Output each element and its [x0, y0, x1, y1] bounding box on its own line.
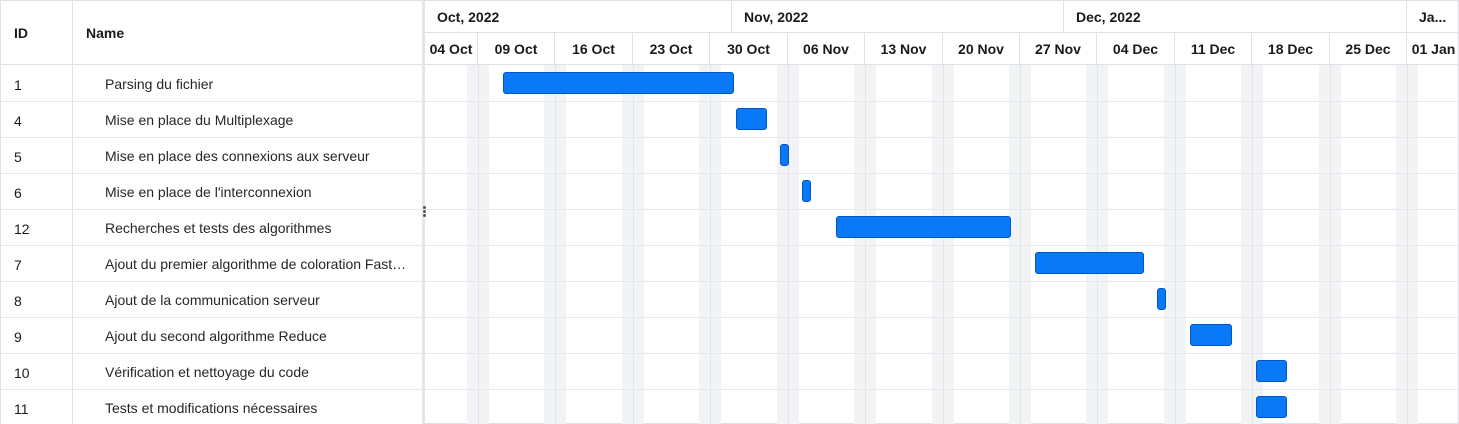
task-bar[interactable] — [1156, 288, 1166, 310]
task-name[interactable]: Mise en place de l'interconnexion — [105, 184, 312, 200]
month-cell: Oct, 2022 — [425, 1, 732, 33]
row-gridline — [425, 353, 1459, 354]
row-gridline — [425, 173, 1459, 174]
row-gridline — [425, 209, 1459, 210]
week-cell: 16 Oct — [555, 33, 633, 65]
week-gridline — [943, 65, 944, 424]
week-gridline — [478, 65, 479, 424]
task-id: 4 — [14, 113, 22, 129]
row-gridline — [425, 101, 1459, 102]
table-row[interactable]: 12 Recherches et tests des algorithmes — [1, 210, 422, 246]
column-header-name[interactable]: Name — [86, 25, 125, 41]
task-id: 12 — [14, 221, 30, 237]
week-cell: 25 Dec — [1330, 33, 1407, 65]
task-name[interactable]: Recherches et tests des algorithmes — [105, 220, 332, 236]
task-name[interactable]: Ajout du premier algorithme de coloratio… — [105, 256, 407, 272]
task-bar[interactable] — [835, 216, 1011, 238]
timeline: Oct, 2022 Nov, 2022 Dec, 2022 Ja... 04 O… — [425, 1, 1459, 424]
month-cell: Dec, 2022 — [1064, 1, 1407, 33]
week-cell: 09 Oct — [478, 33, 555, 65]
task-name[interactable]: Mise en place des connexions aux serveur — [105, 148, 370, 164]
table-row[interactable]: 6 Mise en place de l'interconnexion — [1, 174, 422, 210]
task-name[interactable]: Parsing du fichier — [105, 76, 214, 92]
week-cell: 13 Nov — [865, 33, 943, 65]
table-row[interactable]: 10 Vérification et nettoyage du code — [1, 354, 422, 390]
table-row[interactable]: 11 Tests et modifications nécessaires — [1, 390, 422, 424]
week-gridline — [1175, 65, 1176, 424]
timeline-month-header: Oct, 2022 Nov, 2022 Dec, 2022 Ja... — [425, 1, 1459, 33]
task-name[interactable]: Mise en place du Multiplexage — [105, 112, 294, 128]
week-cell: 04 Oct — [425, 33, 478, 65]
task-bar[interactable] — [1256, 396, 1288, 418]
week-cell: 20 Nov — [943, 33, 1020, 65]
column-divider — [72, 1, 73, 424]
table-row[interactable]: 8 Ajout de la communication serveur — [1, 282, 422, 318]
week-cell: 18 Dec — [1252, 33, 1330, 65]
row-gridline — [425, 317, 1459, 318]
week-gridline — [788, 65, 789, 424]
week-gridline — [1097, 65, 1098, 424]
task-name[interactable]: Vérification et nettoyage du code — [105, 364, 309, 380]
table-row[interactable]: 5 Mise en place des connexions aux serve… — [1, 138, 422, 174]
week-gridline — [1330, 65, 1331, 424]
week-gridline — [1252, 65, 1253, 424]
timeline-body[interactable] — [425, 65, 1459, 424]
row-gridline — [425, 245, 1459, 246]
week-gridline — [555, 65, 556, 424]
task-id: 5 — [14, 149, 22, 165]
week-gridline — [1407, 65, 1408, 424]
task-id: 11 — [14, 401, 29, 417]
week-gridline — [710, 65, 711, 424]
week-gridline — [633, 65, 634, 424]
task-id: 10 — [14, 365, 30, 381]
task-id: 6 — [14, 185, 22, 201]
week-cell: 30 Oct — [710, 33, 788, 65]
table-row[interactable]: 1 Parsing du fichier — [1, 66, 422, 102]
task-bar[interactable] — [1256, 360, 1288, 382]
task-bar[interactable] — [802, 180, 812, 202]
timeline-week-header: 04 Oct 09 Oct 16 Oct 23 Oct 30 Oct 06 No… — [425, 33, 1459, 65]
week-cell: 27 Nov — [1020, 33, 1097, 65]
week-cell: 01 Jan — [1411, 41, 1456, 57]
task-name[interactable]: Ajout de la communication serveur — [105, 292, 320, 308]
task-id: 1 — [14, 77, 22, 93]
splitter-grip-icon[interactable] — [421, 205, 427, 221]
row-gridline — [425, 281, 1459, 282]
task-bar[interactable] — [780, 144, 790, 166]
week-gridline — [865, 65, 866, 424]
month-cell: Ja... — [1419, 9, 1447, 25]
task-bar[interactable] — [735, 108, 768, 130]
row-gridline — [425, 137, 1459, 138]
task-id: 9 — [14, 329, 22, 345]
week-cell: 23 Oct — [633, 33, 710, 65]
task-bar[interactable] — [503, 72, 734, 94]
week-cell: 06 Nov — [788, 33, 865, 65]
week-cell: 04 Dec — [1097, 33, 1175, 65]
week-gridline — [1020, 65, 1021, 424]
table-row[interactable]: 7 Ajout du premier algorithme de colorat… — [1, 246, 422, 282]
grid-header: ID Name — [1, 1, 422, 65]
table-row[interactable]: 9 Ajout du second algorithme Reduce — [1, 318, 422, 354]
task-bar[interactable] — [1034, 252, 1144, 274]
month-cell: Nov, 2022 — [732, 1, 1064, 33]
task-id: 7 — [14, 257, 22, 273]
task-name[interactable]: Tests et modifications nécessaires — [105, 400, 318, 416]
week-cell: 11 Dec — [1175, 33, 1252, 65]
task-name[interactable]: Ajout du second algorithme Reduce — [105, 328, 327, 344]
column-header-id[interactable]: ID — [14, 25, 28, 41]
task-bar[interactable] — [1189, 324, 1233, 346]
task-id: 8 — [14, 293, 22, 309]
row-gridline — [425, 389, 1459, 390]
task-grid: ID Name 1 Parsing du fichier 4 Mise en p… — [1, 1, 422, 424]
table-row[interactable]: 4 Mise en place du Multiplexage — [1, 102, 422, 138]
